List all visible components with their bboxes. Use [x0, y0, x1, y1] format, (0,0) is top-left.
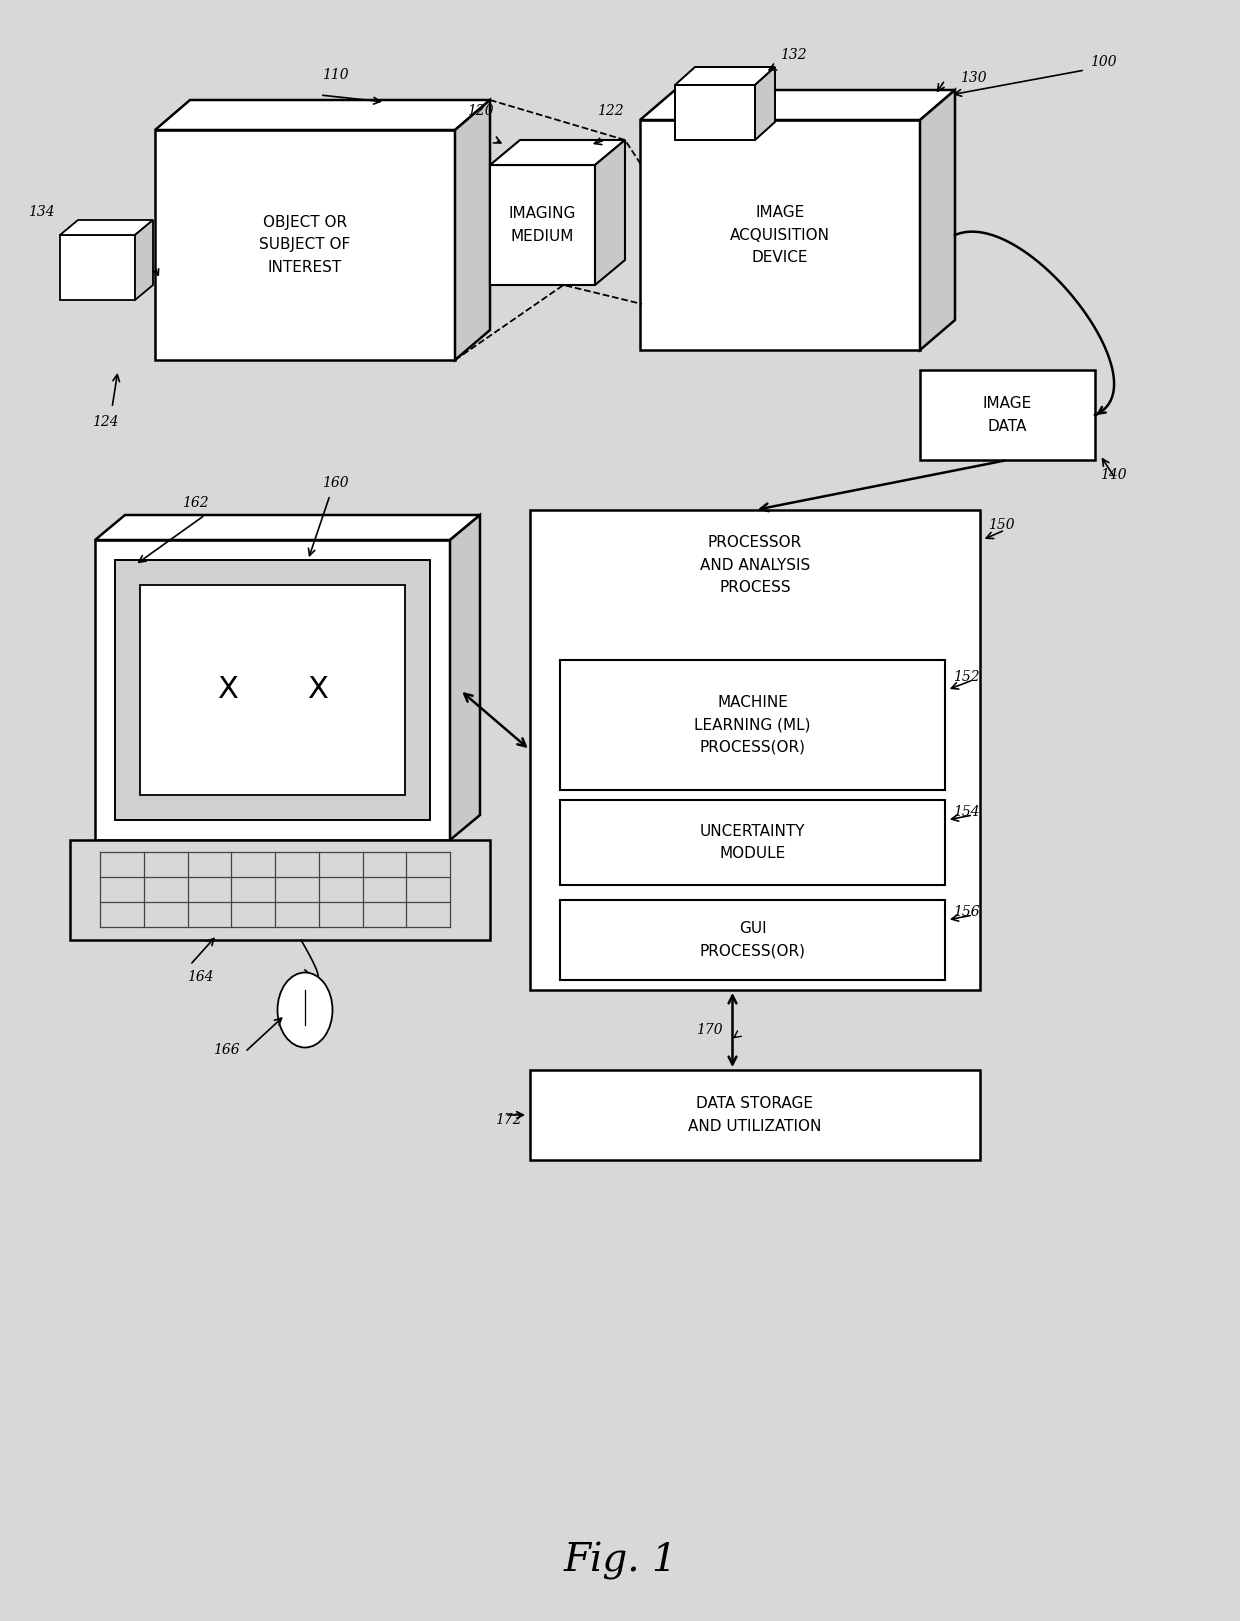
Polygon shape [135, 220, 153, 300]
Text: 162: 162 [182, 496, 208, 511]
Polygon shape [640, 120, 920, 350]
Text: MACHINE
LEARNING (ML)
PROCESS(OR): MACHINE LEARNING (ML) PROCESS(OR) [694, 695, 811, 755]
Bar [115, 559, 430, 820]
Text: OBJECT OR
SUBJECT OF
INTEREST: OBJECT OR SUBJECT OF INTEREST [259, 216, 351, 274]
Bar [560, 660, 945, 789]
Polygon shape [640, 91, 955, 120]
Text: IMAGING
MEDIUM: IMAGING MEDIUM [508, 206, 577, 243]
Text: 140: 140 [1100, 468, 1127, 481]
Text: DATA STORAGE
AND UTILIZATION: DATA STORAGE AND UTILIZATION [688, 1096, 822, 1133]
Text: 110: 110 [321, 68, 348, 83]
Text: 152: 152 [954, 669, 980, 684]
Text: 122: 122 [596, 104, 624, 118]
Text: IMAGE
DATA: IMAGE DATA [983, 397, 1032, 433]
Polygon shape [920, 91, 955, 350]
Polygon shape [675, 84, 755, 139]
Text: 100: 100 [1090, 55, 1117, 70]
Text: X: X [308, 676, 327, 705]
Polygon shape [95, 540, 450, 840]
Text: Fig. 1: Fig. 1 [563, 1542, 677, 1580]
Text: 160: 160 [321, 477, 348, 490]
Polygon shape [95, 515, 480, 540]
Bar [920, 370, 1095, 460]
Polygon shape [675, 66, 775, 84]
Text: 166: 166 [213, 1042, 241, 1057]
Text: 164: 164 [187, 969, 213, 984]
Ellipse shape [278, 973, 332, 1047]
Polygon shape [595, 139, 625, 285]
Text: 156: 156 [954, 905, 980, 919]
Text: PROCESSOR
AND ANALYSIS
PROCESS: PROCESSOR AND ANALYSIS PROCESS [699, 535, 810, 595]
Text: X: X [217, 676, 238, 705]
Text: UNCERTAINTY
MODULE: UNCERTAINTY MODULE [699, 823, 805, 861]
Polygon shape [155, 130, 455, 360]
Polygon shape [455, 101, 490, 360]
Text: 170: 170 [696, 1023, 723, 1037]
Bar [529, 511, 980, 990]
Text: IMAGE
ACQUISITION
DEVICE: IMAGE ACQUISITION DEVICE [730, 206, 830, 264]
Text: 134: 134 [29, 204, 55, 219]
Polygon shape [490, 139, 625, 165]
Text: 130: 130 [960, 71, 987, 84]
Text: 154: 154 [954, 806, 980, 819]
Bar [560, 900, 945, 981]
Polygon shape [755, 66, 775, 139]
Text: 172: 172 [495, 1114, 522, 1127]
Polygon shape [450, 515, 480, 840]
Bar [69, 840, 490, 940]
Bar [529, 1070, 980, 1161]
Polygon shape [155, 101, 490, 130]
Text: 150: 150 [988, 519, 1014, 532]
Text: 124: 124 [92, 415, 118, 430]
Polygon shape [60, 235, 135, 300]
Polygon shape [490, 165, 595, 285]
Bar [140, 585, 405, 794]
Text: GUI
PROCESS(OR): GUI PROCESS(OR) [699, 921, 806, 958]
Text: 120: 120 [466, 104, 494, 118]
Text: 132: 132 [780, 49, 807, 62]
Bar [560, 801, 945, 885]
Polygon shape [60, 220, 153, 235]
